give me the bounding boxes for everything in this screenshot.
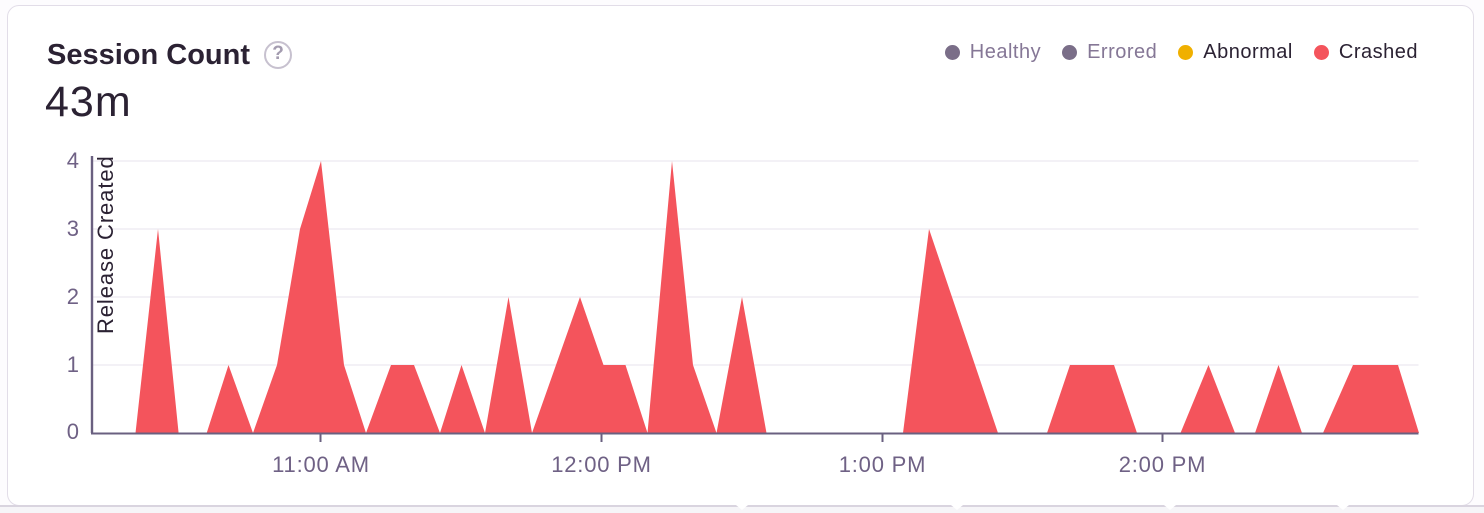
svg-text:Release Created: Release Created <box>93 155 118 334</box>
